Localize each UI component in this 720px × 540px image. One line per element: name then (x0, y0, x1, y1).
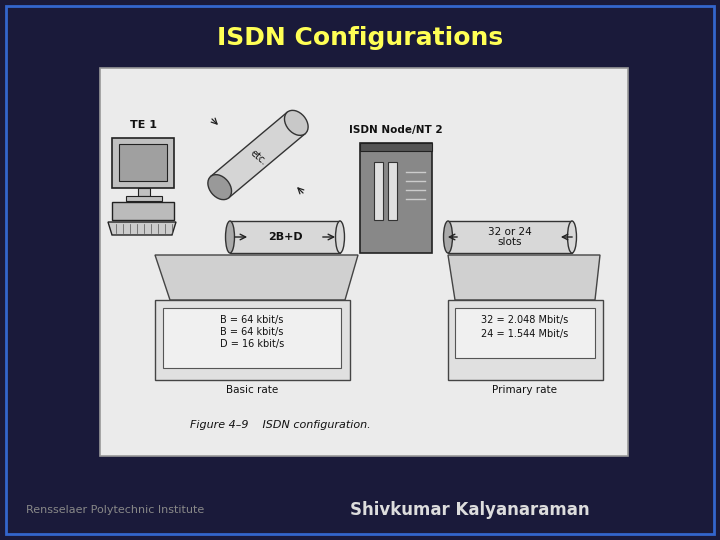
Bar (455, 308, 595, 358)
Bar (374, 162, 383, 220)
Ellipse shape (208, 174, 232, 200)
Text: TE 1: TE 1 (130, 120, 156, 130)
Bar (388, 162, 397, 220)
Text: ISDN Configurations: ISDN Configurations (217, 26, 503, 50)
Text: Rensselaer Polytechnic Institute: Rensselaer Polytechnic Institute (26, 505, 204, 515)
Text: Shivkumar Kalyanaraman: Shivkumar Kalyanaraman (351, 501, 590, 519)
Polygon shape (211, 112, 305, 198)
Bar (138, 188, 150, 196)
Bar (100, 68, 628, 456)
Text: Figure 4–9    ISDN configuration.: Figure 4–9 ISDN configuration. (190, 420, 371, 430)
Text: 32 or 24: 32 or 24 (488, 227, 532, 237)
Bar (112, 202, 174, 220)
Bar (119, 144, 167, 181)
Text: slots: slots (498, 237, 522, 247)
Ellipse shape (225, 221, 235, 253)
Text: etc.: etc. (248, 148, 269, 168)
Polygon shape (448, 255, 600, 300)
Text: B = 64 kbit/s: B = 64 kbit/s (220, 315, 284, 325)
Text: D = 16 kbit/s: D = 16 kbit/s (220, 339, 284, 349)
Polygon shape (155, 255, 358, 300)
Text: B = 64 kbit/s: B = 64 kbit/s (220, 327, 284, 337)
Bar (448, 221, 572, 253)
Polygon shape (108, 222, 176, 235)
Ellipse shape (284, 110, 308, 136)
Text: ISDN Node/NT 2: ISDN Node/NT 2 (349, 125, 443, 135)
Ellipse shape (567, 221, 577, 253)
Text: Primary rate: Primary rate (492, 385, 557, 395)
Ellipse shape (444, 221, 452, 253)
Bar (360, 143, 432, 253)
Bar (112, 138, 174, 188)
Text: Basic rate: Basic rate (226, 385, 278, 395)
Bar (448, 300, 603, 380)
Bar (360, 143, 432, 151)
Bar (163, 308, 341, 368)
Bar (230, 221, 340, 253)
Ellipse shape (336, 221, 344, 253)
Text: 32 = 2.048 Mbit/s: 32 = 2.048 Mbit/s (482, 315, 569, 325)
Text: 2B+D: 2B+D (268, 232, 302, 242)
Bar (155, 300, 350, 380)
Bar (126, 196, 162, 201)
Text: 24 = 1.544 Mbit/s: 24 = 1.544 Mbit/s (482, 329, 569, 339)
